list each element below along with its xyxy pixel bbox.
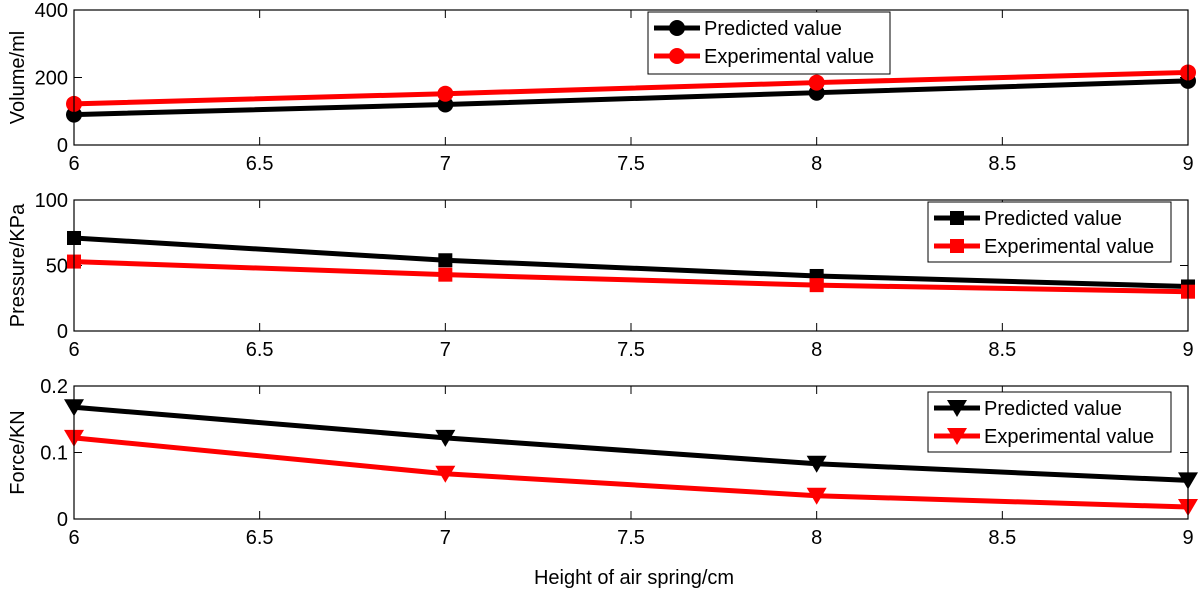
legend-marker xyxy=(669,20,685,36)
legend-marker xyxy=(669,48,685,64)
axes-box xyxy=(73,385,1189,520)
x-tick-label: 6.5 xyxy=(246,527,274,549)
legend-entry: Experimental value xyxy=(984,236,1154,258)
y-tick-label: 0.1 xyxy=(40,443,68,465)
legend: Predicted value Experimental value xyxy=(927,201,1172,263)
series-line-2 xyxy=(73,435,1189,510)
data-point xyxy=(809,278,824,293)
series-line-1 xyxy=(73,235,1189,289)
axes-box xyxy=(73,199,1189,332)
legend-entry: Experimental value xyxy=(704,46,874,68)
y-tick-label: 400 xyxy=(35,0,68,22)
y-axis-title: Force/KN xyxy=(7,410,29,494)
x-tick-label: 8.5 xyxy=(988,527,1016,549)
y-tick-label: 0 xyxy=(57,509,68,531)
legend-box xyxy=(927,391,1172,453)
x-tick-label: 7.5 xyxy=(617,153,645,175)
x-tick-label: 7 xyxy=(440,339,451,361)
y-tick-label: 100 xyxy=(35,190,68,212)
x-tick-label: 9 xyxy=(1182,153,1193,175)
x-tick-label: 8 xyxy=(811,153,822,175)
series-line-1 xyxy=(73,404,1189,483)
x-tick-label: 7.5 xyxy=(617,339,645,361)
y-tick-label: 200 xyxy=(35,68,68,90)
chart-panel-2: Pressure/KPa 6 6.5 7 7.5 8 8.5 9 0 50 100 Predicted… xyxy=(7,190,1195,361)
chart-panel-3: Force/KN 6 6.5 7 7.5 8 8.5 9 0 0.1 0.2 Predicted va… xyxy=(7,376,1198,549)
x-tick-label: 6 xyxy=(68,339,79,361)
series-line-2 xyxy=(73,259,1189,295)
legend-marker xyxy=(947,428,967,445)
legend-marker xyxy=(950,239,964,253)
series-line-1 xyxy=(73,78,1189,118)
series-line-2 xyxy=(73,69,1189,107)
data-point xyxy=(806,455,827,473)
data-point xyxy=(438,267,453,282)
x-tick-label: 6 xyxy=(68,153,79,175)
legend-box xyxy=(647,11,891,75)
legend: Predicted value Experimental value xyxy=(647,11,891,75)
y-tick-label: 50 xyxy=(46,256,68,278)
legend-entry: Predicted value xyxy=(704,18,842,40)
x-tick-label: 7 xyxy=(440,527,451,549)
data-point xyxy=(435,429,456,447)
x-tick-label: 9 xyxy=(1182,339,1193,361)
y-tick-label: 0 xyxy=(57,135,68,157)
x-axis-title: Height of air spring/cm xyxy=(534,567,734,589)
x-tick-label: 9 xyxy=(1182,527,1193,549)
x-tick-label: 6.5 xyxy=(246,339,274,361)
data-point xyxy=(435,465,456,483)
x-tick-label: 7 xyxy=(440,153,451,175)
data-point xyxy=(806,487,827,505)
x-tick-label: 6.5 xyxy=(246,153,274,175)
legend-marker xyxy=(950,211,964,225)
chart-panel-1: Volume/ml 6 6.5 7 7.5 8 8.5 9 0 200 400 Predicted v… xyxy=(7,0,1196,175)
axes-box xyxy=(73,9,1189,146)
data-point xyxy=(437,85,454,102)
x-tick-label: 8 xyxy=(811,339,822,361)
legend-entry: Experimental value xyxy=(984,426,1154,448)
data-point xyxy=(438,253,453,268)
legend: Predicted value Experimental value xyxy=(927,391,1172,453)
x-tick-label: 7.5 xyxy=(617,527,645,549)
x-tick-label: 8 xyxy=(811,527,822,549)
x-tick-label: 6 xyxy=(68,527,79,549)
legend-entry: Predicted value xyxy=(984,398,1122,420)
legend-entry: Predicted value xyxy=(984,208,1122,230)
y-axis-title: Volume/ml xyxy=(7,31,29,124)
legend-marker xyxy=(947,400,967,417)
data-point xyxy=(808,74,825,91)
x-tick-label: 8.5 xyxy=(988,153,1016,175)
y-tick-label: 0 xyxy=(57,321,68,343)
y-tick-label: 0.2 xyxy=(40,376,68,398)
y-axis-title: Pressure/KPa xyxy=(7,203,29,327)
legend-box xyxy=(927,201,1172,263)
x-tick-label: 8.5 xyxy=(988,339,1016,361)
